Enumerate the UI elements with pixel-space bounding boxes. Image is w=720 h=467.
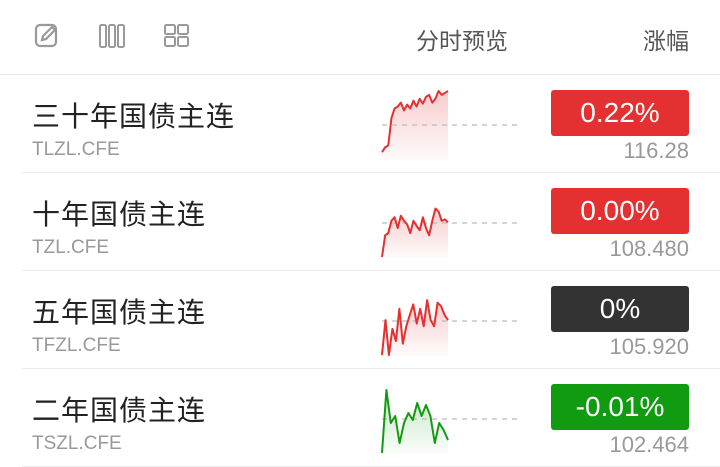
change-badge[interactable]: 0% bbox=[551, 286, 689, 332]
instrument-name: 二年国债主连 bbox=[32, 394, 207, 427]
change-badge[interactable]: -0.01% bbox=[551, 384, 689, 430]
divider bbox=[22, 368, 720, 369]
list-item[interactable]: 三十年国债主连 TLZL.CFE 0.22% 116.28 bbox=[0, 75, 720, 173]
sparkline-area bbox=[382, 300, 448, 356]
sparkline-chart bbox=[381, 90, 520, 160]
list-item[interactable]: 十年国债主连 TZL.CFE 0.00% 108.480 bbox=[0, 173, 720, 271]
edit-icon[interactable] bbox=[33, 22, 61, 50]
instrument-name: 五年国债主连 bbox=[32, 296, 207, 329]
list-item[interactable]: 五年国债主连 TFZL.CFE 0% 105.920 bbox=[0, 271, 720, 369]
last-price: 102.464 bbox=[609, 432, 689, 457]
column-header-change[interactable]: 涨幅 bbox=[643, 29, 689, 55]
instrument-code: TSZL.CFE bbox=[32, 433, 122, 454]
last-price: 116.28 bbox=[623, 138, 689, 163]
sparkline-chart bbox=[381, 207, 520, 258]
list-item[interactable]: 二年国债主连 TSZL.CFE -0.01% 102.464 bbox=[0, 369, 720, 467]
change-badge[interactable]: 0.22% bbox=[551, 90, 689, 136]
instrument-name: 十年国债主连 bbox=[32, 198, 207, 231]
sparkline-area bbox=[382, 208, 448, 258]
sparkline-line bbox=[381, 299, 449, 356]
columns-icon[interactable] bbox=[98, 22, 126, 50]
instrument-code: TFZL.CFE bbox=[32, 335, 121, 356]
instrument-code: TZL.CFE bbox=[32, 237, 110, 258]
list-header: 分时预览 涨幅 bbox=[0, 0, 720, 75]
sparkline-line bbox=[381, 389, 449, 454]
divider bbox=[22, 172, 720, 173]
last-price: 105.920 bbox=[609, 334, 689, 359]
last-price: 108.480 bbox=[609, 236, 689, 261]
sparkline-line bbox=[381, 90, 449, 153]
instrument-code: TLZL.CFE bbox=[32, 139, 120, 160]
instrument-name: 三十年国债主连 bbox=[32, 100, 236, 133]
change-badge[interactable]: 0.00% bbox=[551, 188, 689, 234]
grid-icon[interactable] bbox=[163, 22, 191, 50]
column-header-preview: 分时预览 bbox=[416, 29, 508, 55]
sparkline-line bbox=[381, 207, 449, 258]
divider bbox=[22, 270, 720, 271]
sparkline-chart bbox=[381, 299, 520, 356]
sparkline-chart bbox=[381, 389, 520, 454]
